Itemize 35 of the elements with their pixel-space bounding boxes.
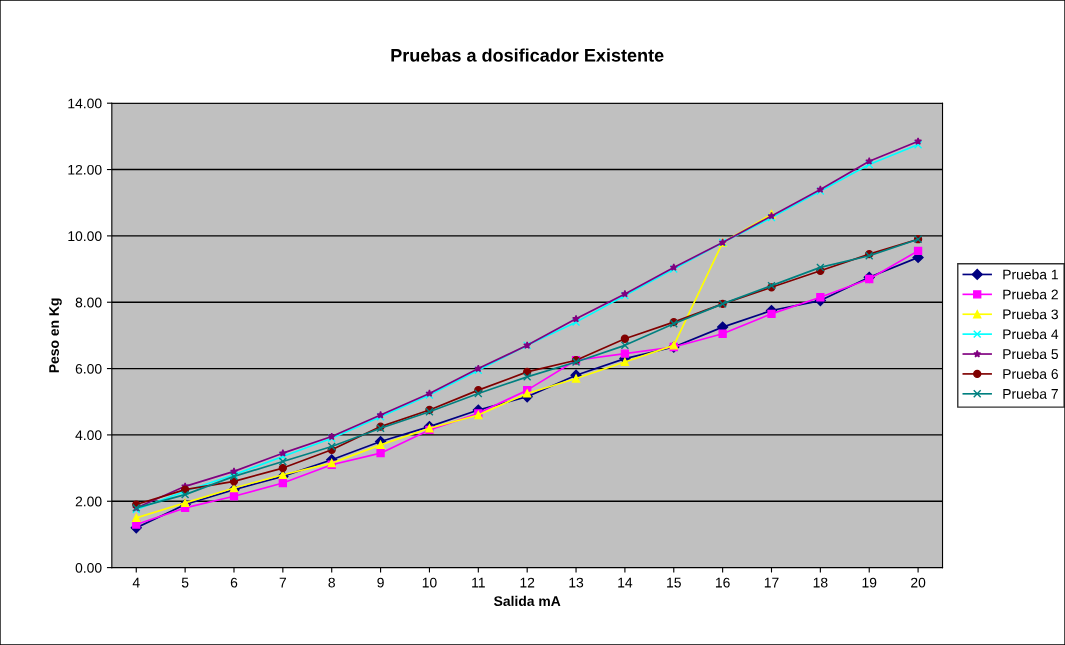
legend-label: Prueba 4: [1003, 328, 1059, 340]
x-tick-label: 16: [715, 577, 730, 588]
y-tick-label: 10.00: [68, 231, 102, 242]
chart-title: Pruebas a dosificador Existente: [391, 48, 664, 62]
x-tick-label: 5: [181, 577, 189, 588]
x-tick-label: 19: [862, 577, 877, 588]
y-tick-label: 12.00: [68, 164, 102, 175]
legend-label: Prueba 5: [1003, 348, 1059, 360]
x-tick-label: 15: [667, 577, 681, 588]
x-tick-label: 12: [520, 577, 535, 588]
legend-label: Prueba 1: [1003, 269, 1058, 280]
x-tick-label: 4: [132, 577, 140, 588]
x-tick-label: 11: [472, 577, 485, 588]
legend-label: Prueba 7: [1003, 388, 1058, 399]
legend-label: Prueba 2: [1003, 289, 1058, 300]
y-axis-title: Peso en Kg: [49, 298, 62, 373]
x-axis-title: Salida mA: [494, 595, 561, 607]
x-tick-label: 10: [422, 577, 437, 588]
y-tick-label: 6.00: [75, 363, 102, 374]
x-tick-label: 7: [279, 577, 287, 588]
y-tick-label: 8.00: [75, 297, 102, 308]
legend-label: Prueba 3: [1003, 309, 1058, 320]
y-tick-label: 4.00: [75, 430, 102, 441]
y-tick-label: 2.00: [75, 496, 102, 507]
legend-label: Prueba 6: [1003, 368, 1058, 379]
x-tick-label: 18: [813, 577, 828, 588]
x-tick-label: 8: [328, 577, 335, 588]
x-tick-label: 14: [618, 577, 633, 588]
x-tick-label: 17: [764, 577, 779, 588]
x-tick-label: 9: [377, 577, 384, 588]
y-tick-label: 0.00: [75, 562, 102, 573]
y-tick-label: 14.00: [68, 98, 102, 109]
x-tick-label: 20: [911, 577, 926, 588]
x-tick-label: 6: [230, 577, 238, 588]
x-tick-label: 13: [569, 577, 584, 588]
